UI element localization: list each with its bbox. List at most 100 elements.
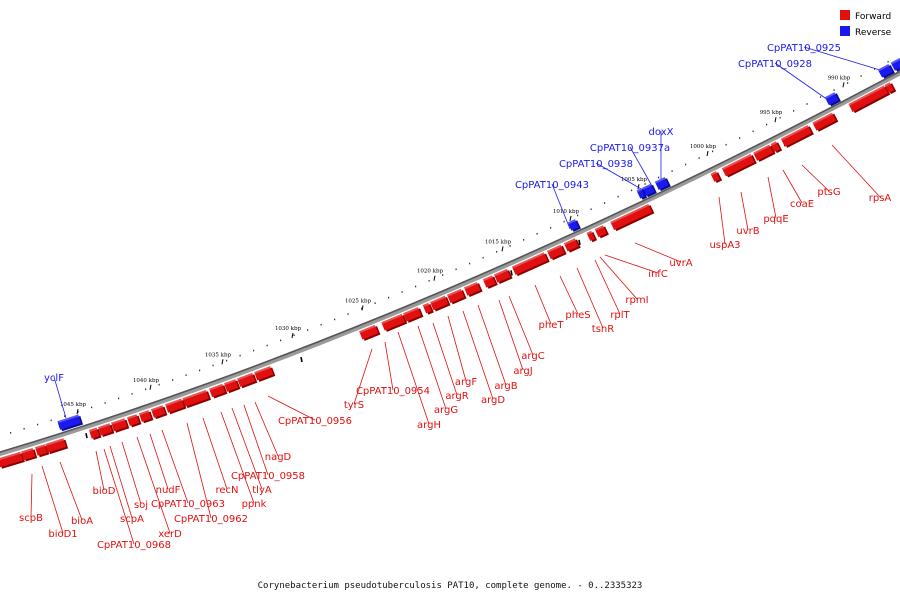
gene-forward-30 [610, 203, 655, 232]
gene-label-argf: argF [455, 377, 477, 388]
gene-forward-5 [98, 423, 115, 438]
gene-cppat10-0928 [824, 92, 841, 107]
gene-label-phes: pheS [565, 310, 590, 321]
gene-label-scpb: scpB [19, 513, 43, 524]
genome-backbone-shadow [0, 71, 900, 457]
minor-tick [239, 354, 241, 357]
gene-forward-37 [848, 85, 891, 114]
gene-labels: CpPAT10_0925 CpPAT10_0928 doxX CpPAT10_0937… [19, 43, 891, 551]
minor-tick [23, 427, 25, 430]
leader-tyrs [353, 348, 373, 405]
gene-label-argj: argJ [513, 366, 532, 377]
minor-tick [631, 189, 633, 192]
major-tick-inner [300, 356, 303, 363]
genome-caption: Corynebacterium pseudotuberculosis PAT10… [258, 581, 643, 591]
tick-label: 1010 kbp [553, 209, 580, 215]
minor-tick [671, 170, 673, 172]
major-tick-inner [510, 270, 513, 276]
minor-tick [604, 202, 606, 204]
gene-label-uvrb: uvrB [736, 226, 759, 237]
tick-label: 990 kbp [828, 75, 851, 81]
gene-forward-25 [511, 252, 550, 277]
minor-tick [253, 349, 255, 352]
gene-label-cppat10-0937a: CpPAT10_0937a [590, 143, 670, 154]
leader-bioa [59, 461, 83, 521]
minor-tick [226, 359, 228, 362]
gene-label-cppat10-0963: CpPAT10_0963 [151, 499, 225, 510]
leader-argg [417, 325, 447, 410]
minor-tick [685, 163, 687, 166]
gene-label-ptsg: ptsG [817, 187, 840, 198]
gene-forward-10 [165, 398, 187, 415]
tick-label: 1040 kbp [133, 378, 160, 384]
leader-cppat10-0956 [267, 395, 316, 421]
minor-tick [185, 374, 187, 376]
gene-forward-8 [138, 410, 154, 424]
gene-forward-17 [381, 313, 408, 332]
tick-label: 1045 kbp [60, 402, 87, 408]
minor-tick [401, 291, 403, 293]
tick-label: 1005 kbp [621, 177, 648, 183]
major-tick [433, 275, 436, 281]
minor-tick [577, 214, 579, 217]
gene-label-argg: argG [434, 405, 458, 416]
minor-tick [469, 262, 471, 265]
gene-label-cppat10-0962: CpPAT10_0962 [174, 514, 248, 525]
minor-tick [307, 329, 309, 331]
leader-cppat10-0968 [103, 448, 135, 545]
gene-forward-3 [45, 438, 69, 455]
gene-label-argr: argR [445, 391, 468, 402]
minor-tick [158, 383, 160, 386]
minor-tick [766, 123, 768, 126]
gene-forward-6 [111, 418, 130, 433]
gene-forward-38 [884, 82, 897, 95]
leader-biod [95, 450, 105, 491]
minor-tick [442, 274, 444, 276]
gene-cppat10-0938 [636, 188, 648, 200]
gene-forward-26 [547, 244, 567, 261]
gene-forward-24 [493, 268, 513, 284]
leader-rpmi [599, 256, 638, 300]
minor-tick [847, 82, 849, 84]
minor-tick [266, 344, 268, 347]
leader-scpa [109, 445, 133, 519]
minor-tick [131, 393, 133, 395]
minor-tick [482, 256, 484, 259]
major-tick-inner [85, 432, 88, 439]
gene-doxx [654, 177, 671, 192]
leader-yclf [53, 376, 67, 419]
gene-label-tlya: tlyA [252, 485, 272, 496]
tick-labels: 990 kbp 995 kbp 1000 kbp 1005 kbp 1010 kbp 10… [60, 75, 851, 408]
major-tick [221, 359, 224, 365]
leader-nudf [149, 433, 169, 490]
minor-tick [455, 268, 457, 271]
genome-backbone [0, 70, 900, 453]
gene-reverse-edge [890, 58, 900, 72]
minor-tick [428, 279, 430, 282]
gene-forward-33 [753, 144, 776, 162]
minor-tick [172, 379, 174, 381]
gene-forward-0 [0, 451, 25, 469]
major-tick [149, 384, 152, 390]
gene-forward-1 [21, 447, 38, 462]
minor-tick [104, 402, 106, 404]
legend-forward-label: Forward [855, 12, 891, 22]
leader-argb [477, 304, 507, 386]
gene-forward-22 [463, 281, 483, 298]
minor-tick [752, 130, 754, 133]
gene-label-cppat10-0968: CpPAT10_0968 [97, 540, 171, 551]
minor-tick [550, 226, 552, 229]
leader-argh [397, 331, 430, 425]
major-tick [569, 215, 572, 221]
major-tick [501, 246, 504, 252]
leader-argc [508, 295, 534, 356]
gene-forward-29 [594, 225, 609, 239]
gene-label-ppnk: ppnk [242, 499, 267, 510]
leader-cppat10-0958 [243, 404, 269, 476]
minor-tick [320, 323, 322, 326]
gene-forward-9 [151, 405, 168, 420]
gene-forward-27 [563, 238, 581, 253]
leader-cppat10-0963 [161, 429, 189, 504]
major-tick [706, 150, 709, 157]
